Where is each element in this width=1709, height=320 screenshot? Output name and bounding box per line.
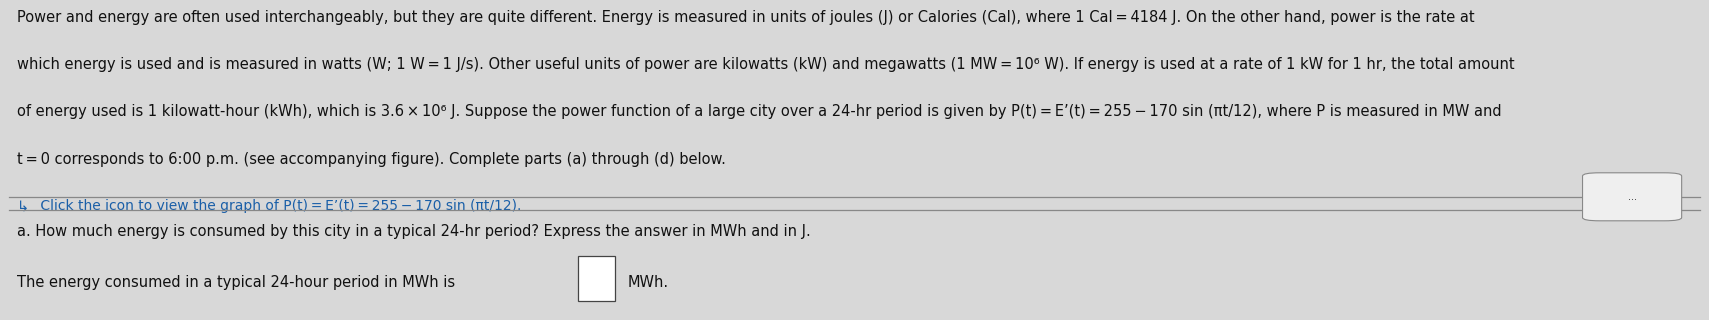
Text: Click the icon to view the graph of P(t) = E’(t) = 255 − 170 sin (πt/12).: Click the icon to view the graph of P(t)…: [36, 199, 521, 213]
Text: Power and energy are often used interchangeably, but they are quite different. E: Power and energy are often used intercha…: [17, 10, 1475, 25]
Text: which energy is used and is measured in watts (W; 1 W = 1 J/s). Other useful uni: which energy is used and is measured in …: [17, 57, 1514, 72]
Text: ...: ...: [1627, 192, 1637, 202]
Text: MWh.: MWh.: [627, 275, 668, 290]
FancyBboxPatch shape: [1583, 173, 1682, 221]
Text: t = 0 corresponds to 6:00 p.m. (see accompanying figure). Complete parts (a) thr: t = 0 corresponds to 6:00 p.m. (see acco…: [17, 152, 726, 167]
Text: of energy used is 1 kilowatt-hour (kWh), which is 3.6 × 10⁶ J. Suppose the power: of energy used is 1 kilowatt-hour (kWh),…: [17, 104, 1502, 119]
Text: a. How much energy is consumed by this city in a typical 24-hr period? Express t: a. How much energy is consumed by this c…: [17, 224, 810, 239]
Text: ↳: ↳: [17, 199, 29, 214]
Text: The energy consumed in a typical 24-hour period in MWh is: The energy consumed in a typical 24-hour…: [17, 275, 455, 290]
Bar: [578, 256, 615, 301]
